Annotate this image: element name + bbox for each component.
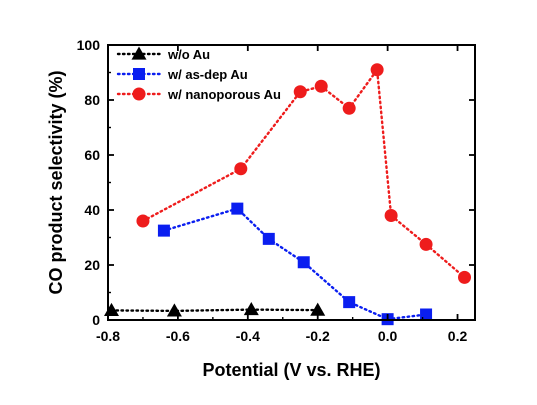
axes: -0.8 -0.6 -0.4 -0.2 0.0 0.2 0 20 40 60 80 100	[77, 37, 476, 344]
data-point-w-o-au-2	[243, 302, 259, 316]
data-point-w-nanoporous-au-6	[384, 209, 398, 222]
y-tick-label: 20	[84, 257, 100, 273]
data-point-w-nanoporous-au-2	[293, 85, 307, 99]
data-point-w-nanoporous-au-3	[314, 79, 328, 93]
series-line-w-as-dep-au	[162, 207, 428, 321]
data-point-w-nanoporous-au-7	[419, 237, 433, 251]
x-tick-label: 0.0	[378, 328, 398, 344]
legend-label-w-as-dep-au: w/ as-dep Au	[167, 67, 248, 82]
data-point-w-nanoporous-au-8	[458, 270, 472, 284]
x-tick-label: -0.6	[166, 328, 190, 344]
x-axis-title: Potential (V vs. RHE)	[202, 360, 380, 380]
data-point-w-nanoporous-au-0	[136, 214, 150, 228]
plot-area	[103, 63, 472, 326]
y-axis-title: CO product selectivity (%)	[46, 70, 66, 294]
data-point-w-as-dep-au-6	[420, 308, 433, 321]
y-tick-label: 100	[77, 37, 101, 53]
legend-label-w-nanoporous-au: w/ nanoporous Au	[167, 87, 281, 102]
data-point-w-as-dep-au-4	[343, 296, 356, 309]
data-point-w-nanoporous-au-1	[234, 162, 248, 176]
data-point-w-as-dep-au-2	[262, 232, 275, 245]
legend-label-w-o-au: w/o Au	[167, 47, 210, 62]
y-tick-label: 0	[92, 312, 100, 328]
legend: w/o Au w/ as-dep Au w/ nanoporous Au	[116, 46, 281, 102]
y-tick-label: 60	[84, 147, 100, 163]
legend-marker-w-nanoporous-au	[132, 87, 146, 101]
data-point-w-nanoporous-au-4	[342, 101, 356, 115]
data-point-w-o-au-1	[166, 303, 182, 317]
data-point-w-as-dep-au-1	[231, 202, 244, 215]
data-point-w-o-au-3	[310, 302, 326, 316]
x-tick-label: -0.4	[236, 328, 260, 344]
x-tick-label: 0.2	[448, 328, 468, 344]
data-point-w-nanoporous-au-5	[370, 63, 384, 77]
plot-frame	[107, 44, 476, 321]
x-tick-label: -0.8	[96, 328, 120, 344]
x-tick-label: -0.2	[306, 328, 330, 344]
series-line-w-o-au	[110, 308, 319, 313]
y-tick-label: 40	[84, 202, 100, 218]
legend-marker-w-o-au	[131, 46, 147, 60]
data-point-w-as-dep-au-0	[157, 224, 170, 237]
legend-marker-w-as-dep-au	[133, 68, 145, 80]
data-point-w-as-dep-au-3	[297, 256, 310, 269]
y-tick-label: 80	[84, 92, 100, 108]
